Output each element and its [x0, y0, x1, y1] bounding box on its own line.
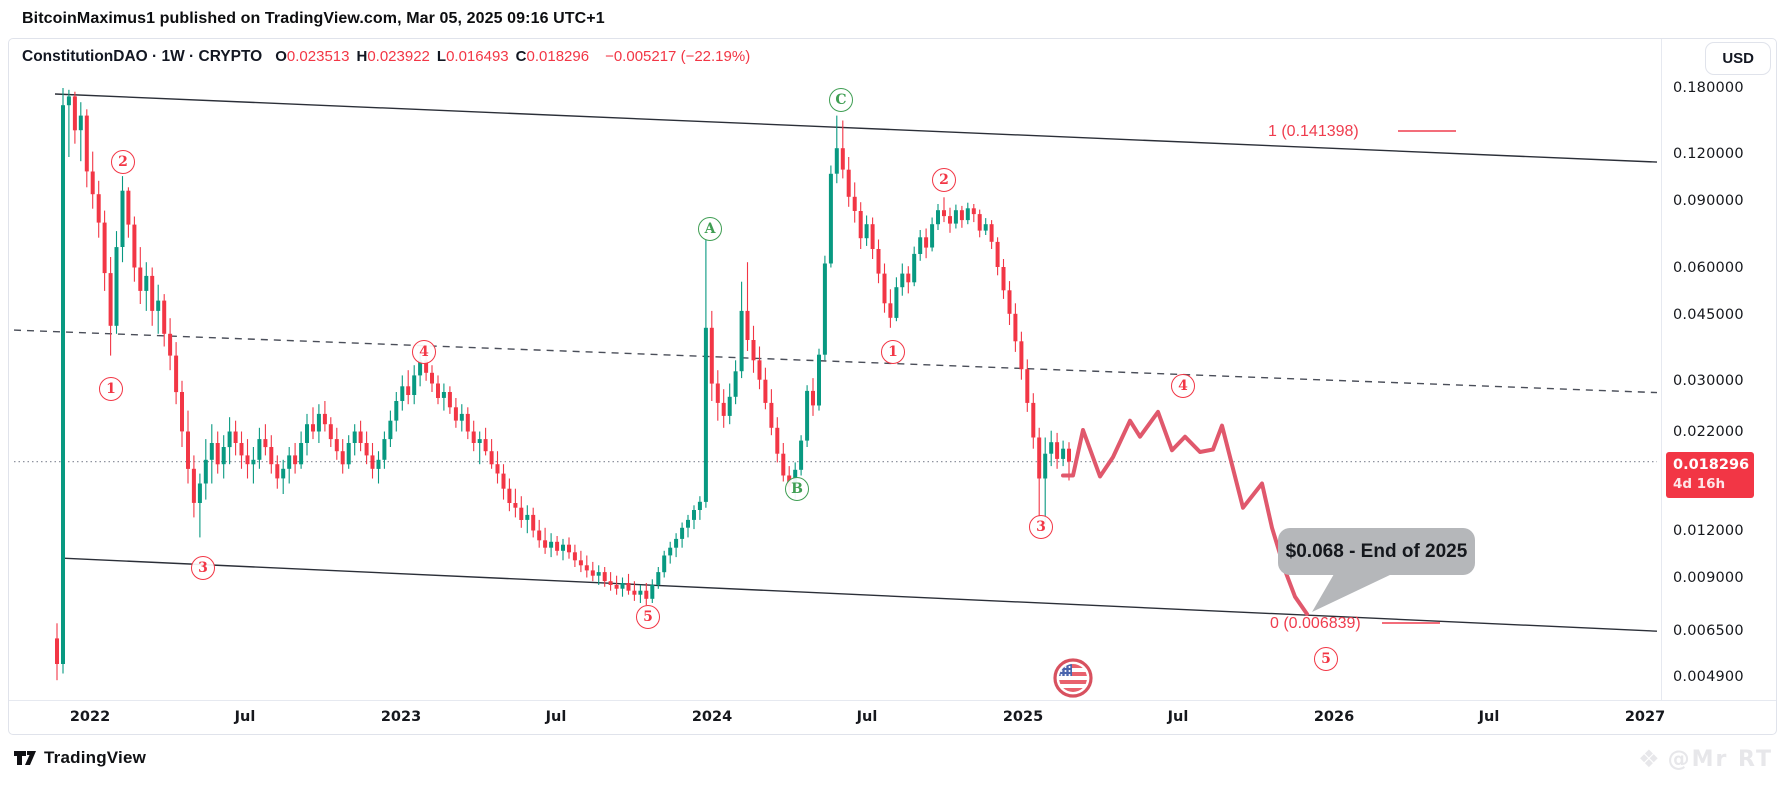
- diamond-icon: ❖: [1638, 745, 1662, 773]
- wave-label-5[interactable]: 5: [1314, 647, 1338, 671]
- author-handle: @Mr RT: [1667, 746, 1773, 772]
- time-axis-separator: [9, 700, 1776, 701]
- tradingview-logo-text: TradingView: [44, 748, 147, 767]
- wave-label-2[interactable]: 2: [111, 150, 135, 174]
- publish-text: BitcoinMaximus1 published on TradingView…: [22, 10, 605, 27]
- wave-label-B[interactable]: B: [785, 477, 809, 501]
- wave-label-3[interactable]: 3: [1029, 515, 1053, 539]
- author-watermark: ❖ @Mr RT: [1638, 745, 1773, 773]
- price-axis-separator: [1661, 39, 1662, 700]
- wave-label-1[interactable]: 1: [99, 377, 123, 401]
- wave-label-4[interactable]: 4: [1171, 374, 1195, 398]
- wave-label-5[interactable]: 5: [636, 605, 660, 629]
- tradingview-logo-icon: [14, 751, 36, 765]
- price-target-text: $0.068 - End of 2025: [1285, 540, 1468, 562]
- chart-card: [8, 38, 1777, 735]
- wave-label-C[interactable]: C: [829, 88, 853, 112]
- publish-bar: BitcoinMaximus1 published on TradingView…: [0, 0, 1785, 38]
- wave-label-2[interactable]: 2: [932, 168, 956, 192]
- tradingview-logo[interactable]: TradingView: [14, 748, 146, 768]
- wave-label-1[interactable]: 1: [881, 340, 905, 364]
- footer: TradingView ❖ @Mr RT: [0, 735, 1785, 792]
- fib-level-label-1[interactable]: 0 (0.006839): [1270, 615, 1361, 632]
- fib-level-label-0[interactable]: 1 (0.141398): [1268, 123, 1359, 140]
- wave-label-3[interactable]: 3: [191, 556, 215, 580]
- wave-label-A[interactable]: A: [698, 217, 722, 241]
- wave-label-4[interactable]: 4: [412, 340, 436, 364]
- currency-toggle-button[interactable]: USD: [1705, 42, 1771, 75]
- price-target-tooltip[interactable]: $0.068 - End of 2025: [1278, 528, 1475, 575]
